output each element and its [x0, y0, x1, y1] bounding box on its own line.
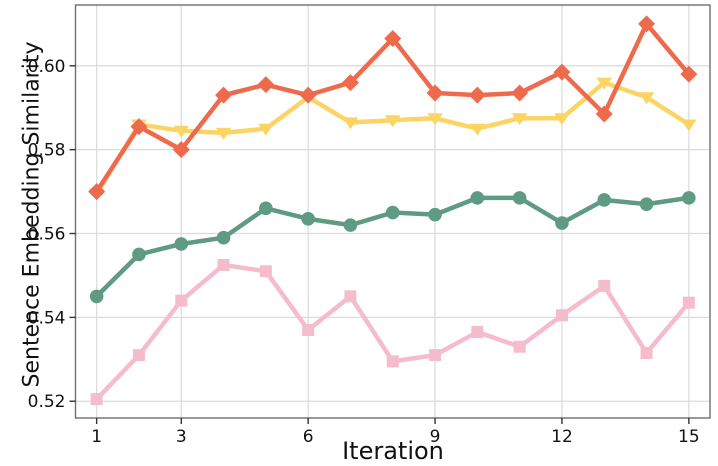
- data-point-diamond: [595, 105, 613, 123]
- data-point-circle: [682, 191, 696, 205]
- data-point-square: [640, 347, 653, 360]
- data-point-triangle-down: [384, 115, 401, 128]
- data-point-diamond: [88, 183, 106, 201]
- x-axis-label: Iteration: [342, 437, 444, 465]
- data-point-triangle-down: [638, 92, 655, 105]
- data-point-triangle-down: [596, 77, 613, 90]
- data-point-diamond: [172, 141, 190, 159]
- data-point-diamond: [680, 65, 698, 83]
- data-point-diamond: [511, 84, 529, 102]
- data-point-circle: [216, 230, 231, 245]
- data-point-square: [175, 294, 188, 307]
- data-point-square: [386, 355, 399, 368]
- data-point-triangle-down: [215, 127, 232, 140]
- data-point-diamond: [638, 15, 656, 33]
- data-point-diamond: [299, 86, 317, 104]
- data-point-triangle-down: [681, 119, 697, 132]
- data-point-square: [682, 296, 695, 309]
- data-point-square: [555, 309, 568, 322]
- x-tick-label: 9: [430, 427, 441, 447]
- data-point-square: [217, 258, 230, 271]
- data-point-circle: [174, 237, 189, 251]
- data-point-diamond: [553, 63, 571, 81]
- data-point-square: [598, 279, 611, 292]
- y-tick-label: 0.56: [28, 225, 66, 245]
- data-point-diamond: [341, 74, 359, 92]
- data-point-square: [344, 290, 357, 303]
- data-point-triangle-down: [258, 123, 274, 136]
- data-point-circle: [470, 191, 485, 205]
- data-point-circle: [639, 197, 654, 211]
- data-point-circle: [89, 289, 104, 304]
- data-point-square: [471, 326, 484, 339]
- data-point-triangle-down: [469, 123, 486, 136]
- y-axis-label: Sentence Embedding Similarity: [19, 41, 45, 388]
- data-point-circle: [428, 207, 442, 222]
- data-point-diamond: [215, 86, 233, 104]
- x-tick-label: 6: [303, 427, 314, 447]
- data-point-diamond: [468, 86, 486, 104]
- axes-spines: [74, 4, 711, 419]
- data-point-square: [513, 340, 526, 353]
- data-point-diamond: [130, 118, 148, 136]
- y-tick-label: 0.54: [28, 308, 66, 328]
- x-tick-label: 15: [678, 427, 700, 447]
- data-point-circle: [555, 216, 569, 230]
- data-point-diamond: [426, 84, 444, 102]
- data-point-square: [429, 349, 442, 362]
- data-point-circle: [597, 193, 612, 207]
- data-point-diamond: [384, 30, 402, 48]
- data-point-square: [302, 323, 315, 336]
- data-point-diamond: [257, 76, 275, 94]
- data-point-triangle-down: [342, 117, 359, 130]
- data-point-circle: [512, 191, 527, 205]
- data-point-circle: [259, 201, 273, 216]
- data-point-square: [132, 349, 145, 362]
- y-tick-label: 0.52: [28, 392, 66, 412]
- x-tick-label: 12: [551, 427, 573, 447]
- y-tick-label: 0.60: [28, 57, 66, 77]
- data-point-square: [90, 393, 103, 406]
- data-point-triangle-down: [427, 113, 443, 126]
- y-tick-label: 0.58: [28, 141, 66, 161]
- data-point-circle: [343, 218, 358, 232]
- orange-diamonds-line: [94, 21, 692, 194]
- data-point-triangle-down: [511, 113, 528, 126]
- x-tick-label: 1: [91, 427, 102, 447]
- data-point-triangle-down: [554, 113, 570, 126]
- data-point-square: [259, 265, 272, 278]
- data-point-circle: [385, 205, 400, 220]
- yellow-triangles-line: [94, 80, 692, 196]
- data-point-circle: [132, 247, 146, 262]
- x-tick-label: 3: [176, 427, 187, 447]
- data-point-circle: [301, 212, 315, 226]
- data-point-triangle-down: [173, 125, 190, 138]
